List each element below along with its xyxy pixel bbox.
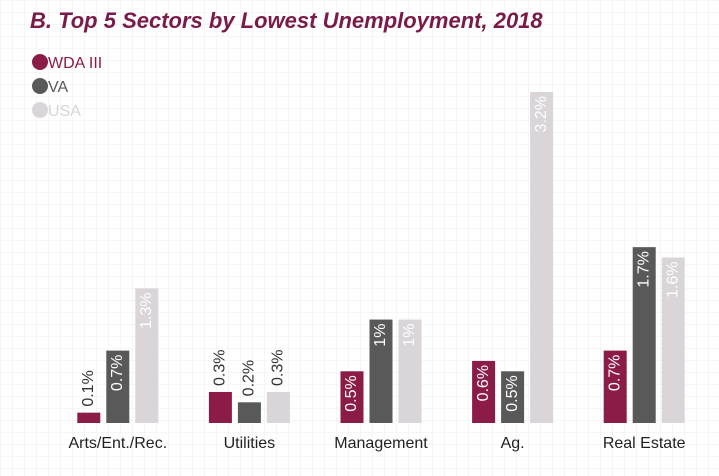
bar [106, 350, 130, 423]
bar [661, 257, 685, 423]
data-label: 0.6% [475, 365, 492, 401]
data-label: 0.3% [212, 350, 229, 386]
x-tick-label: Arts/Ent./Rec. [68, 435, 167, 452]
data-label: 0.5% [504, 375, 521, 411]
data-label: 1% [401, 324, 418, 347]
bar [237, 402, 261, 423]
data-label: 0.7% [606, 355, 623, 391]
bar [266, 391, 290, 423]
legend-label: WDA III [48, 55, 102, 72]
data-label: 0.1% [80, 370, 97, 406]
data-label: 1% [372, 324, 389, 347]
x-tick-label: Management [334, 435, 428, 452]
bar [369, 319, 393, 423]
bar [135, 288, 159, 423]
x-tick-label: Real Estate [603, 435, 686, 452]
bar [398, 319, 422, 423]
legend-label: VA [48, 79, 68, 96]
legend-marker [32, 54, 48, 70]
bar [208, 391, 232, 423]
legend-marker [32, 102, 48, 118]
bar [77, 412, 101, 423]
data-label: 0.5% [343, 375, 360, 411]
bar [603, 350, 627, 423]
bar [501, 371, 525, 423]
data-label: 3.2% [533, 96, 550, 132]
bar [472, 360, 496, 423]
data-label: 0.7% [109, 355, 126, 391]
x-tick-label: Ag. [501, 435, 525, 452]
chart-title: B. Top 5 Sectors by Lowest Unemployment,… [30, 8, 543, 33]
bar [632, 247, 656, 423]
data-label: 0.2% [241, 360, 258, 396]
bar [340, 371, 364, 423]
data-label: 0.3% [270, 350, 287, 386]
legend-label: USA [48, 103, 81, 120]
legend-marker [32, 78, 48, 94]
x-tick-label: Utilities [224, 435, 276, 452]
bar [530, 92, 554, 423]
data-label: 1.3% [138, 293, 155, 329]
data-label: 1.7% [635, 251, 652, 287]
data-label: 1.6% [664, 262, 681, 298]
